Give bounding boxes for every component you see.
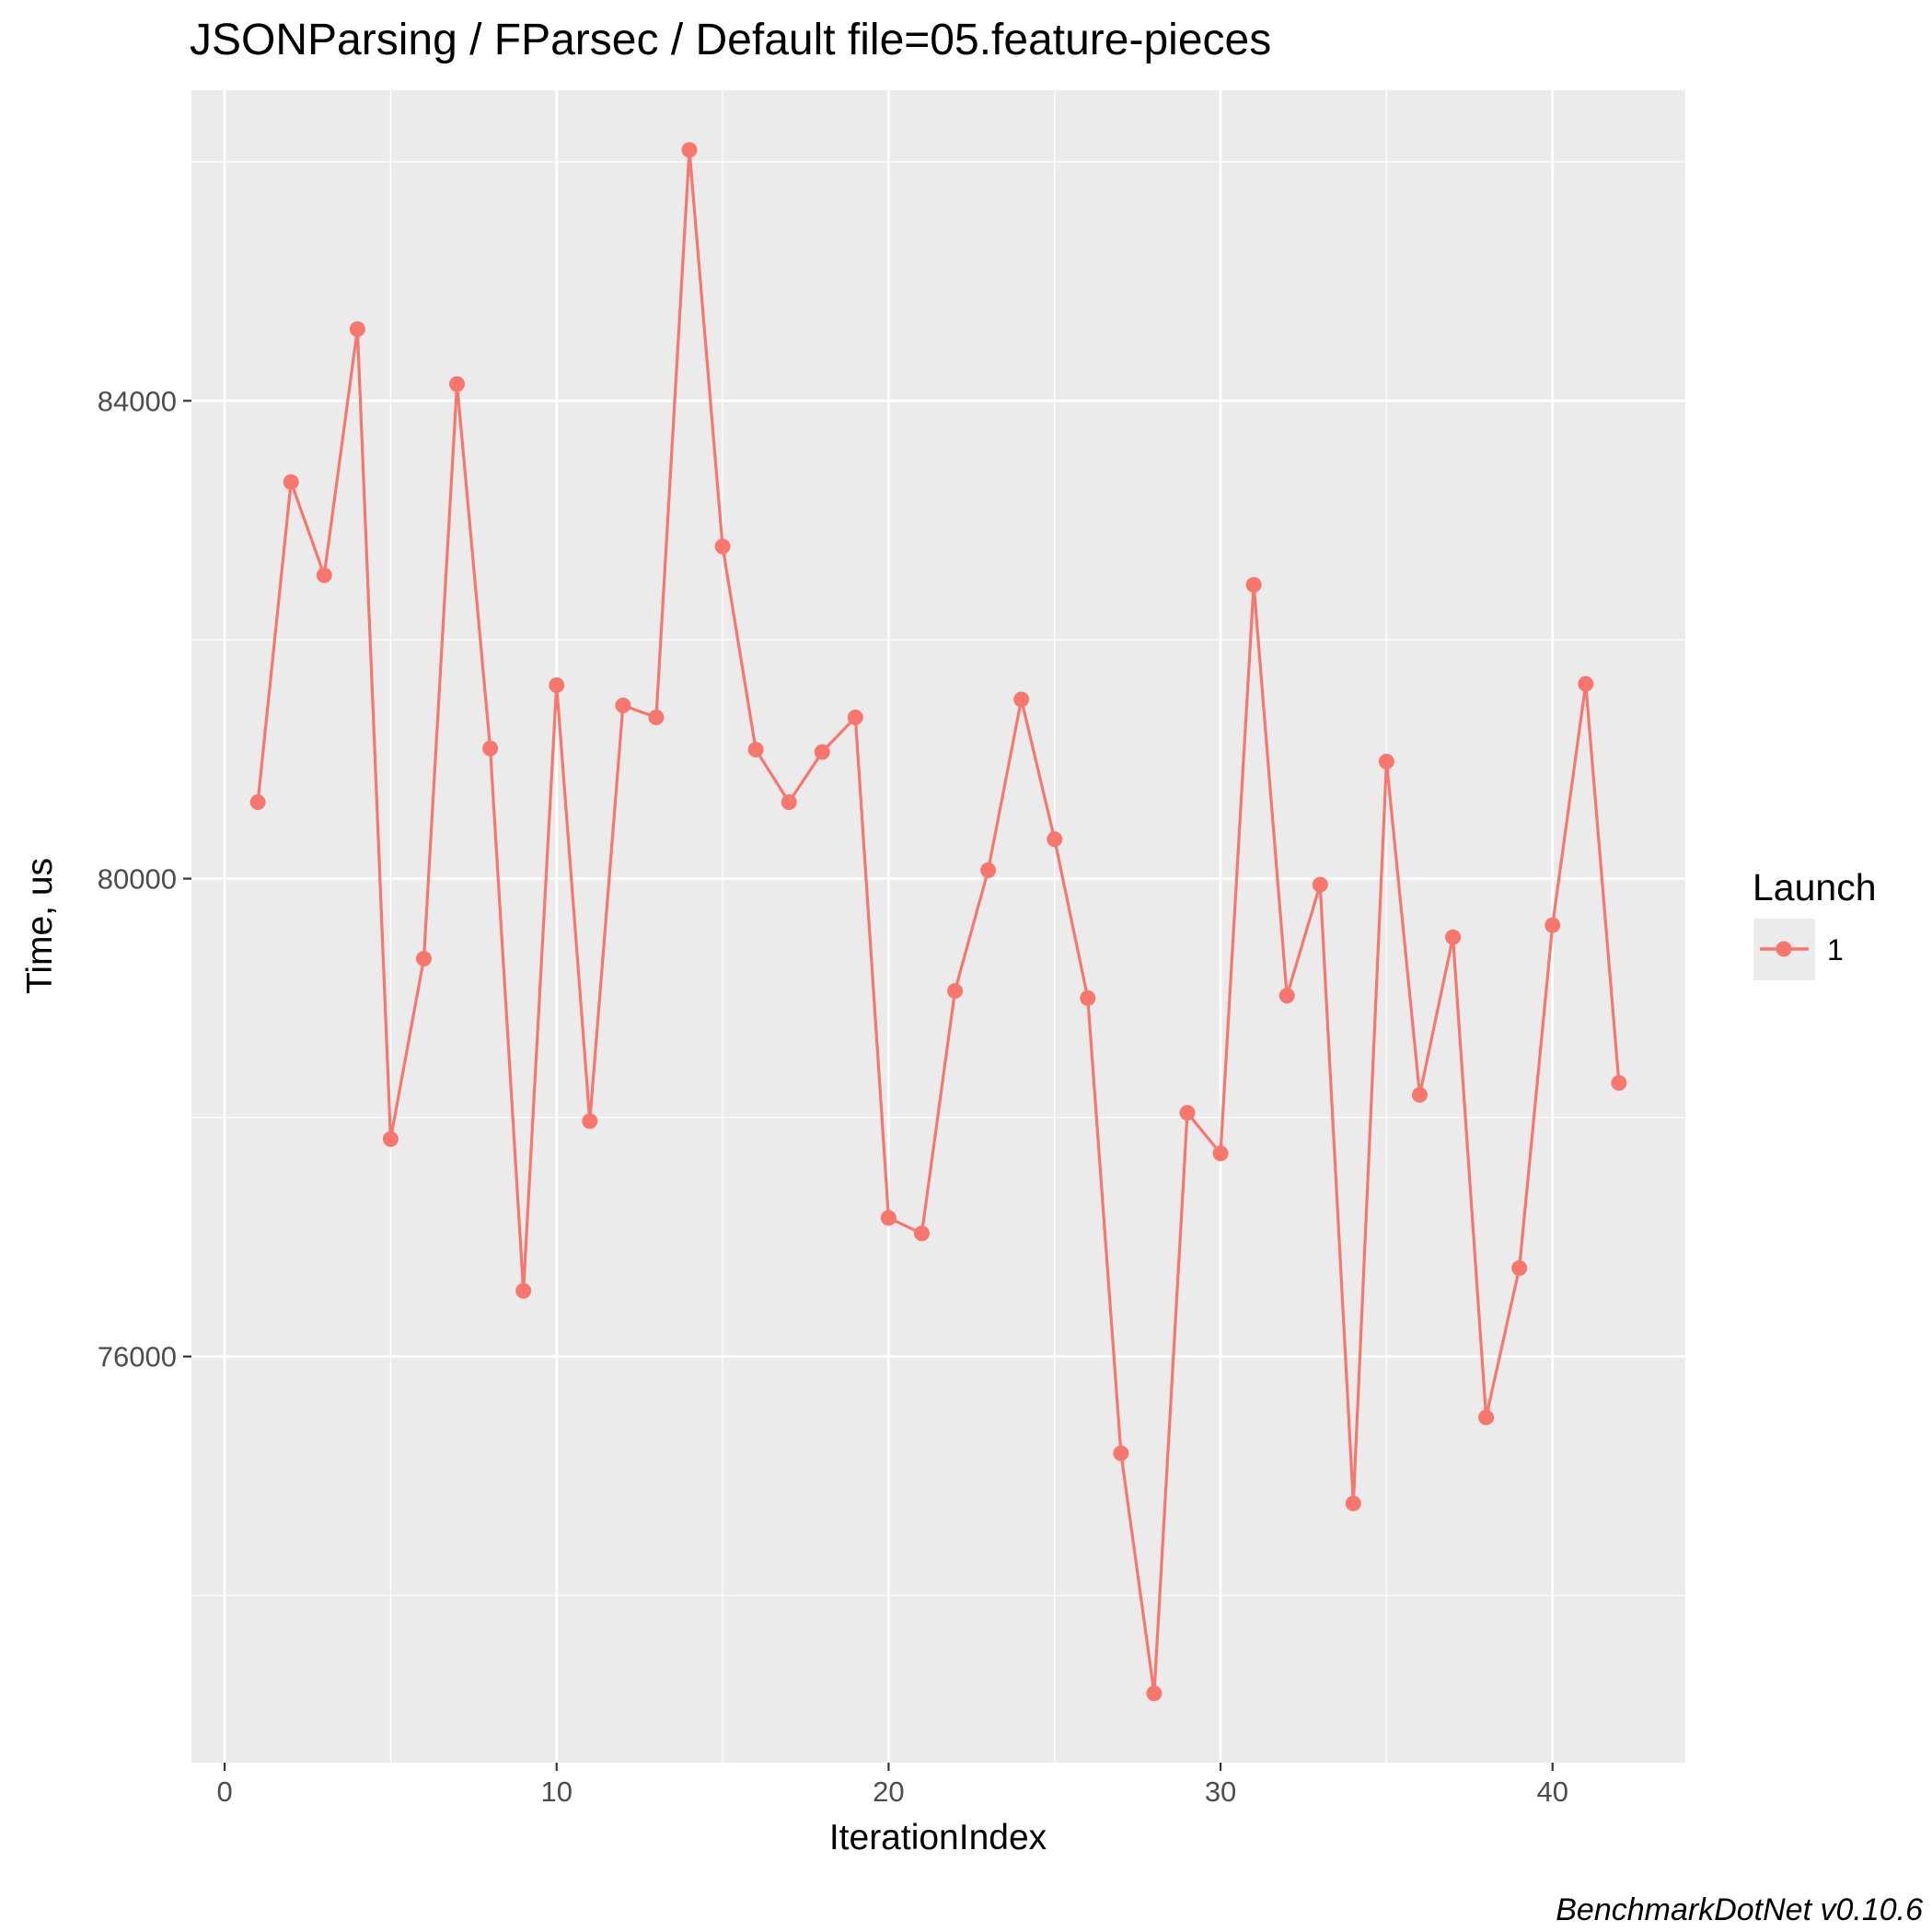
data-point bbox=[382, 1131, 399, 1148]
data-point bbox=[1013, 691, 1030, 708]
data-point bbox=[1080, 989, 1096, 1006]
data-point bbox=[1378, 753, 1394, 769]
data-point bbox=[1511, 1260, 1528, 1277]
data-point bbox=[1179, 1105, 1196, 1121]
data-point bbox=[913, 1225, 930, 1242]
chart-title: JSONParsing / FParsec / Default file=05.… bbox=[190, 16, 1271, 64]
data-point bbox=[549, 677, 565, 693]
data-point bbox=[1312, 876, 1328, 893]
data-point bbox=[648, 709, 665, 725]
legend-label: 1 bbox=[1827, 933, 1844, 966]
series-points bbox=[249, 142, 1627, 1702]
data-point bbox=[747, 741, 764, 758]
major-gridlines bbox=[191, 90, 1685, 1763]
data-point bbox=[781, 794, 797, 811]
data-point bbox=[814, 744, 830, 760]
data-point bbox=[515, 1282, 532, 1299]
data-point bbox=[1611, 1075, 1627, 1092]
data-point bbox=[947, 983, 964, 1000]
x-tick-label: 30 bbox=[1205, 1776, 1236, 1808]
data-point bbox=[1212, 1145, 1229, 1162]
y-tick-label: 80000 bbox=[98, 863, 177, 896]
y-tick-label: 76000 bbox=[98, 1341, 177, 1373]
plot-panel bbox=[191, 90, 1685, 1763]
x-axis: 0 10 20 30 40 bbox=[216, 1763, 1568, 1808]
data-point bbox=[1146, 1685, 1163, 1702]
data-point bbox=[714, 538, 731, 555]
data-point bbox=[1047, 831, 1063, 848]
legend: Launch 1 bbox=[1753, 866, 1877, 980]
data-point bbox=[1113, 1445, 1129, 1462]
legend-title: Launch bbox=[1753, 866, 1877, 908]
data-point bbox=[249, 794, 266, 811]
data-point bbox=[582, 1113, 598, 1129]
data-point bbox=[880, 1209, 897, 1226]
data-point bbox=[1544, 917, 1561, 933]
data-point bbox=[615, 697, 631, 713]
data-point bbox=[1345, 1495, 1361, 1511]
data-point bbox=[316, 567, 332, 584]
data-point bbox=[415, 951, 432, 967]
x-tick-label: 20 bbox=[873, 1776, 904, 1808]
y-tick-label: 84000 bbox=[98, 385, 177, 417]
data-point bbox=[1445, 929, 1462, 945]
minor-gridlines bbox=[191, 90, 1685, 1763]
data-point bbox=[847, 709, 863, 725]
series-line bbox=[256, 148, 1621, 1695]
x-tick-label: 10 bbox=[540, 1776, 572, 1808]
x-tick-label: 0 bbox=[216, 1776, 232, 1808]
data-point bbox=[283, 474, 299, 491]
data-point bbox=[1478, 1409, 1495, 1426]
data-point bbox=[1578, 676, 1594, 692]
data-point bbox=[1411, 1086, 1428, 1103]
series-lines bbox=[256, 148, 1621, 1695]
data-point bbox=[1278, 988, 1295, 1004]
data-point bbox=[449, 376, 466, 392]
x-axis-title: IterationIndex bbox=[829, 1818, 1047, 1857]
data-point bbox=[980, 862, 997, 879]
data-point bbox=[482, 740, 499, 757]
data-point bbox=[1245, 576, 1262, 593]
x-tick-label: 40 bbox=[1536, 1776, 1568, 1808]
data-point bbox=[681, 142, 698, 158]
y-axis: 76000 80000 84000 bbox=[98, 385, 191, 1373]
y-axis-title: Time, us bbox=[20, 858, 60, 994]
caption: BenchmarkDotNet v0.10.6 bbox=[1556, 1892, 1923, 1927]
legend-key-point bbox=[1776, 941, 1792, 957]
data-point bbox=[349, 321, 365, 338]
